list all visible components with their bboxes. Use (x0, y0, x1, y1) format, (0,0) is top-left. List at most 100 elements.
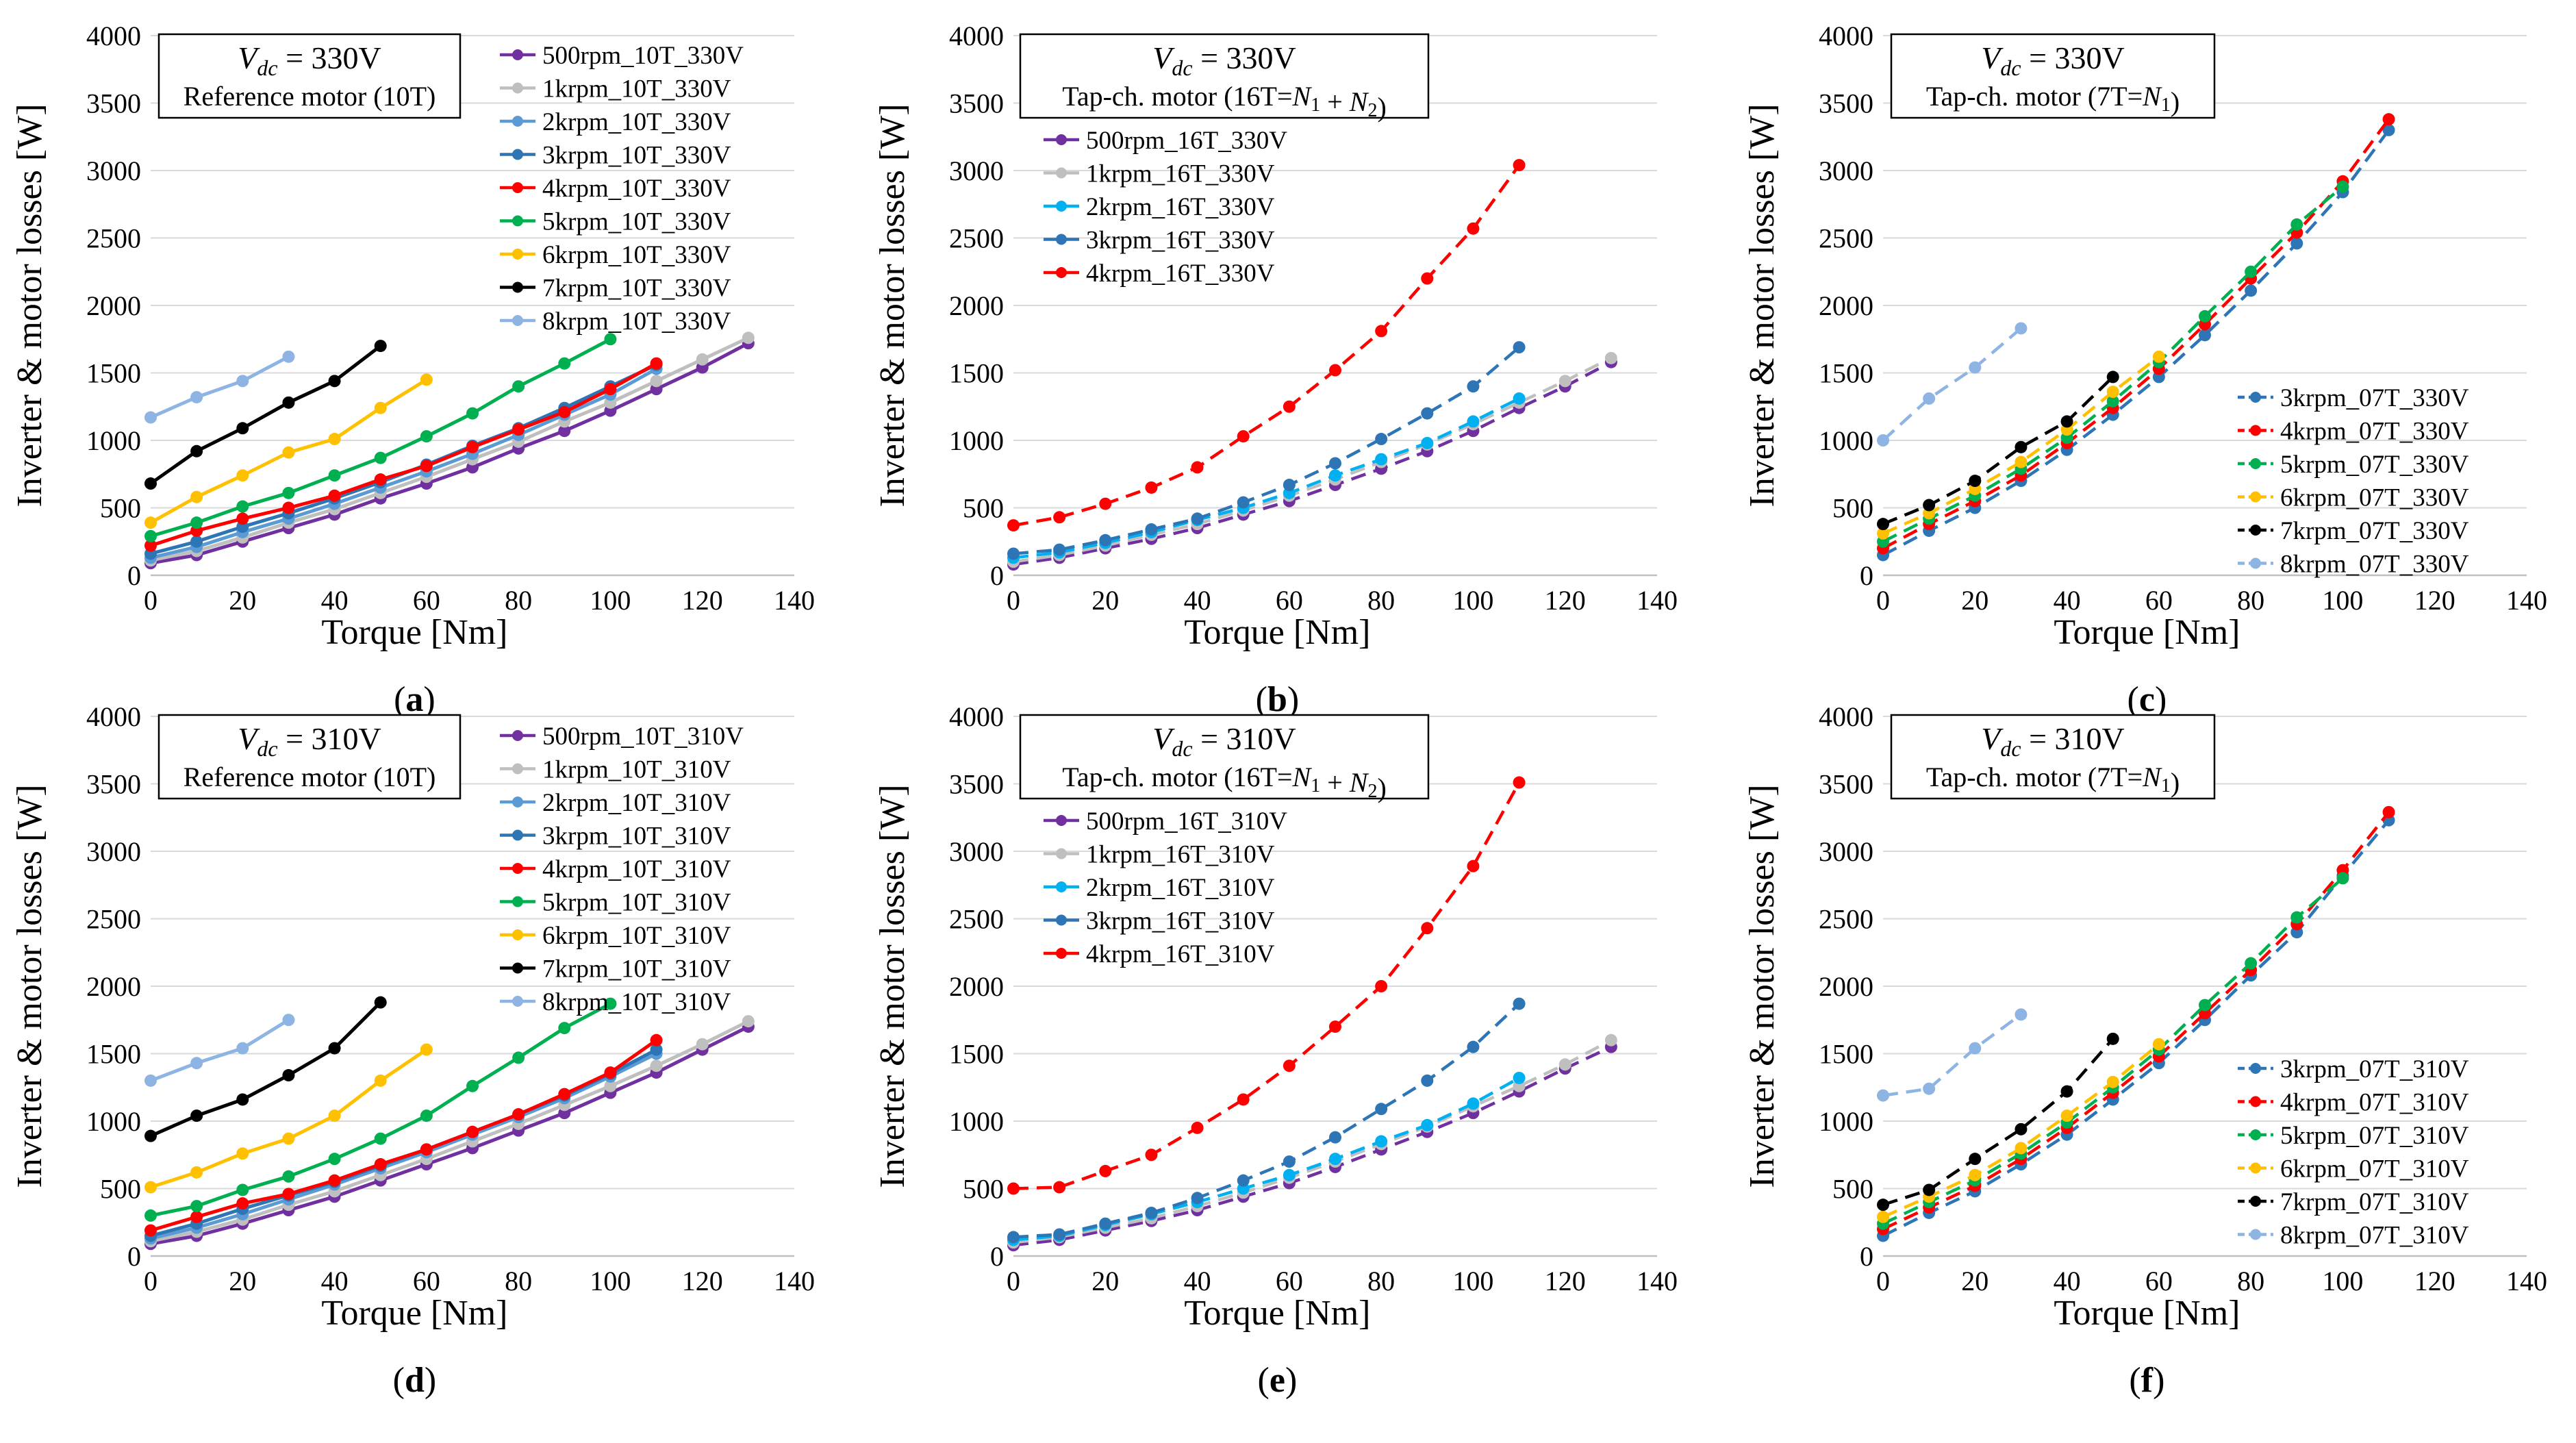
legend-marker (512, 82, 523, 94)
data-point (328, 1042, 341, 1055)
x-tick-label: 0 (1876, 1266, 1890, 1296)
legend-item: 4krpm_10T_330V (500, 175, 731, 203)
legend-item: 3krpm_16T_310V (1044, 907, 1275, 936)
data-point (2106, 371, 2119, 384)
x-tick-label: 80 (1367, 585, 1395, 616)
legend-label: 8krpm_07T_330V (2280, 551, 2469, 579)
legend-label: 7krpm_07T_310V (2280, 1188, 2469, 1216)
legend-label: 500rpm_10T_310V (542, 723, 744, 751)
data-point (650, 1033, 663, 1046)
legend-label: 2krpm_16T_330V (1086, 193, 1275, 221)
legend-item: 500rpm_16T_330V (1044, 127, 1287, 155)
data-point (558, 425, 571, 438)
y-tick-label: 3000 (1819, 836, 1873, 867)
data-point (1375, 1135, 1388, 1148)
legend-marker (2250, 1063, 2261, 1074)
legend-label: 8krpm_10T_330V (542, 308, 731, 336)
legend: 500rpm_16T_310V 1krpm_16T_310V 2krpm_16T_3… (1044, 807, 1287, 968)
data-point (1923, 392, 1936, 405)
y-tick-label: 2000 (86, 971, 141, 1002)
legend-marker (512, 315, 523, 326)
panel-label: (c) (2127, 680, 2167, 719)
x-tick-label: 80 (505, 585, 532, 616)
x-axis-label: Torque [Nm] (2054, 1294, 2240, 1333)
y-tick-label: 3500 (86, 769, 141, 800)
y-tick-label: 3500 (1819, 88, 1873, 119)
data-point (1007, 519, 1020, 532)
data-point (282, 501, 295, 514)
legend-item: 3krpm_07T_310V (2238, 1055, 2469, 1083)
legend-item: 1krpm_10T_310V (500, 756, 731, 784)
chart-title-voltage: Vdc = 330V (1981, 40, 2124, 80)
data-point (1283, 400, 1296, 413)
data-point (282, 1188, 295, 1201)
chart-panel-e: 0 500 1000 1500 2000 2500 3000 3500 4000 0 20 40 60 8… (873, 701, 1678, 1400)
legend-marker (512, 249, 523, 260)
x-tick-label: 100 (1452, 1266, 1493, 1296)
y-tick-label: 500 (100, 1174, 141, 1205)
legend-marker (1056, 134, 1067, 145)
data-point (1283, 1168, 1296, 1181)
data-point (2060, 1109, 2073, 1122)
x-tick-label: 120 (2414, 1266, 2455, 1296)
legend-label: 8krpm_07T_310V (2280, 1222, 2469, 1250)
y-tick-label: 500 (100, 493, 141, 524)
data-point (190, 1210, 203, 1223)
chart-panel-d: 0 500 1000 1500 2000 2500 3000 3500 4000 0 20 40 60 8… (10, 701, 815, 1400)
data-point (466, 1079, 479, 1092)
data-point (374, 451, 387, 464)
series-1krpm_16T_310V (1007, 1033, 1617, 1249)
data-point (1053, 1228, 1066, 1241)
legend-item: 3krpm_10T_330V (500, 142, 731, 170)
data-point (1191, 1192, 1204, 1205)
legend-marker (1056, 848, 1067, 859)
data-point (1421, 272, 1434, 285)
data-point (328, 1109, 341, 1122)
data-point (2290, 218, 2303, 231)
data-point (1329, 469, 1341, 482)
data-point (282, 1132, 295, 1145)
legend-item: 4krpm_10T_310V (500, 855, 731, 883)
data-point (374, 340, 387, 353)
data-point (2152, 1038, 2165, 1051)
data-point (1375, 1103, 1388, 1116)
data-point (1467, 1040, 1480, 1053)
legend-label: 7krpm_07T_330V (2280, 517, 2469, 545)
x-axis-label: Torque [Nm] (1184, 613, 1370, 652)
data-point (466, 440, 479, 453)
data-point (1877, 518, 1889, 531)
x-tick-label: 0 (144, 1266, 157, 1296)
data-point (1969, 361, 1982, 374)
data-point (1145, 1149, 1158, 1162)
data-point (1969, 1042, 1982, 1055)
x-axis-label: Torque [Nm] (321, 613, 507, 652)
series-5krpm_10T_310V (144, 997, 617, 1222)
legend-item: 8krpm_10T_310V (500, 988, 731, 1016)
data-point (1513, 159, 1526, 172)
legend-item: 1krpm_16T_330V (1044, 160, 1275, 188)
x-tick-label: 80 (1367, 1266, 1395, 1296)
x-tick-label: 140 (774, 585, 815, 616)
legend-marker (2250, 1162, 2261, 1174)
legend-item: 500rpm_10T_310V (500, 723, 744, 751)
x-tick-label: 100 (2322, 1266, 2363, 1296)
series-line (150, 1052, 657, 1240)
legend: 500rpm_10T_330V 1krpm_10T_330V 2krpm_10T_3… (500, 42, 744, 336)
x-tick-label: 0 (144, 585, 157, 616)
data-point (1375, 453, 1388, 466)
series-line (1013, 164, 1521, 527)
data-point (2382, 123, 2395, 136)
legend-item: 2krpm_16T_310V (1044, 874, 1275, 902)
data-point (144, 1129, 157, 1142)
data-point (1513, 776, 1526, 789)
data-point (420, 1143, 433, 1156)
series-line (150, 1038, 658, 1232)
x-tick-label: 140 (1637, 1266, 1678, 1296)
x-tick-label: 40 (1184, 585, 1211, 616)
legend-marker (2250, 491, 2261, 503)
y-axis-label: Inverter & motor losses [W] (10, 784, 49, 1188)
y-tick-label: 0 (990, 1241, 1004, 1272)
legend-item: 5krpm_10T_330V (500, 208, 731, 236)
